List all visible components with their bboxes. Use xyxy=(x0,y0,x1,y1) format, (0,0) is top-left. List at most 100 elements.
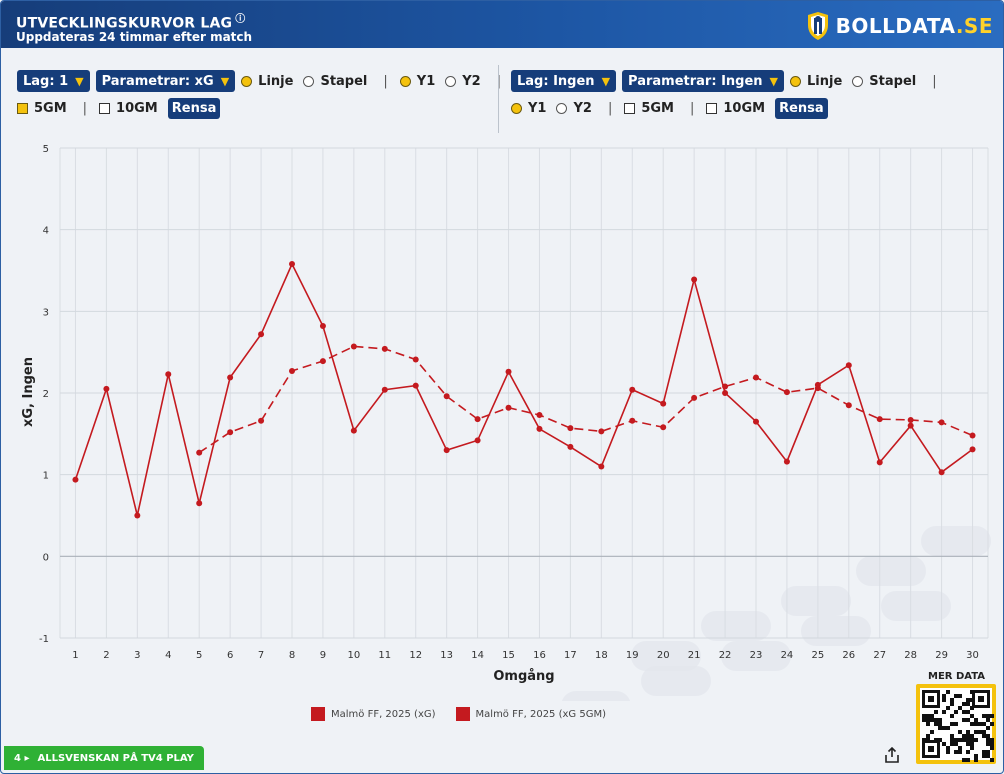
data-point xyxy=(196,449,203,456)
data-point xyxy=(319,358,326,365)
qr-module xyxy=(922,738,926,742)
data-point xyxy=(938,469,945,476)
data-point xyxy=(567,425,574,432)
radio-icon xyxy=(790,75,802,87)
radio-icon xyxy=(241,75,253,87)
y-tick-label: 4 xyxy=(43,226,49,237)
share-icon[interactable] xyxy=(885,746,899,767)
left-clear-button[interactable]: Rensa xyxy=(167,98,221,119)
right-team-dropdown[interactable]: Lag: Ingen ▼ xyxy=(511,70,617,92)
tv4-play-banner[interactable]: 4 ▸ ALLSVENSKAN PÅ TV4 PLAY xyxy=(4,746,204,770)
qr-module xyxy=(966,758,970,762)
background-shape xyxy=(801,616,871,646)
info-icon[interactable]: ⓘ xyxy=(235,14,246,25)
qr-module xyxy=(970,706,974,710)
qr-module xyxy=(970,722,974,726)
chart-series xyxy=(72,260,976,519)
qr-module xyxy=(950,714,954,718)
qr-module xyxy=(966,710,970,714)
x-tick-label: 29 xyxy=(935,650,948,661)
right-line-radio[interactable]: Linje xyxy=(790,74,842,89)
radio-icon xyxy=(303,75,315,87)
data-point xyxy=(660,424,667,431)
left-line-radio[interactable]: Linje xyxy=(241,74,293,89)
chart-legend: Malmö FF, 2025 (xG) Malmö FF, 2025 (xG 5… xyxy=(311,707,626,721)
data-point xyxy=(350,343,357,350)
data-point xyxy=(536,425,543,432)
left-bar-radio[interactable]: Stapel xyxy=(303,74,367,89)
data-point xyxy=(691,276,698,283)
qr-module xyxy=(942,694,946,698)
qr-module xyxy=(990,738,994,742)
data-point xyxy=(753,418,759,425)
title-text: UTVECKLINGSKURVOR LAG xyxy=(16,15,233,32)
right-5gm-checkbox[interactable]: 5GM xyxy=(624,101,674,116)
right-param-dropdown[interactable]: Parametrar: Ingen ▼ xyxy=(622,70,785,92)
data-point xyxy=(845,362,852,369)
qr-module xyxy=(946,750,950,754)
qr-module xyxy=(954,694,958,698)
qr-module xyxy=(982,754,986,758)
qr-module xyxy=(978,730,982,734)
x-tick-label: 6 xyxy=(227,650,233,661)
qr-module xyxy=(982,722,986,726)
page-subtitle: Uppdateras 24 timmar efter match xyxy=(16,30,253,44)
data-point xyxy=(196,500,203,507)
qr-module xyxy=(982,714,986,718)
background-shape xyxy=(856,556,926,586)
x-tick-labels: 1 2 3 4 5 6 7 8 9 10 11 12 13 14 15 16 17 18 19 20 21 22 23 24 2… xyxy=(72,650,979,661)
y-axis-label: xG, Ingen xyxy=(21,357,36,427)
separator: | xyxy=(689,101,695,116)
y-tick-label: 2 xyxy=(43,389,49,400)
left-team-dropdown[interactable]: Lag: 1 ▼ xyxy=(17,70,90,92)
data-point xyxy=(536,412,543,419)
x-tick-label: 16 xyxy=(533,650,546,661)
right-10gm-checkbox[interactable]: 10GM xyxy=(706,101,765,116)
right-y1-radio[interactable]: Y1 xyxy=(511,101,546,116)
left-10gm-checkbox[interactable]: 10GM xyxy=(99,101,158,116)
separator: | xyxy=(383,73,388,89)
x-tick-label: 5 xyxy=(196,650,202,661)
checkbox-icon xyxy=(17,103,28,114)
legend-item-xg[interactable]: Malmö FF, 2025 (xG) xyxy=(311,707,436,721)
radio-icon xyxy=(852,75,864,87)
background-pattern xyxy=(561,526,991,701)
data-point xyxy=(753,374,759,381)
bolldata-logo[interactable]: BOLLDATA.SE xyxy=(806,12,993,40)
x-tick-label: 17 xyxy=(564,650,577,661)
logo-text: BOLLDATA.SE xyxy=(835,14,993,38)
legend-item-xg-5gm[interactable]: Malmö FF, 2025 (xG 5GM) xyxy=(455,707,606,721)
qr-code[interactable] xyxy=(916,684,996,764)
left-5gm-checkbox[interactable]: 5GM xyxy=(17,101,67,116)
qr-module xyxy=(946,746,950,750)
data-point xyxy=(289,367,295,374)
left-param-dropdown[interactable]: Parametrar: xG ▼ xyxy=(95,70,236,92)
qr-module xyxy=(962,710,966,714)
right-bar-radio[interactable]: Stapel xyxy=(852,74,916,89)
data-point xyxy=(783,389,790,396)
qr-module xyxy=(970,738,974,742)
right-clear-button[interactable]: Rensa xyxy=(775,98,828,119)
x-tick-label: 18 xyxy=(595,650,608,661)
right-y2-radio[interactable]: Y2 xyxy=(556,101,592,116)
qr-module xyxy=(930,714,934,718)
qr-module xyxy=(986,714,990,718)
left-y1-radio[interactable]: Y1 xyxy=(399,74,435,89)
data-point xyxy=(722,390,729,396)
qr-module xyxy=(974,718,978,722)
qr-module xyxy=(950,702,954,706)
left-y2-radio[interactable]: Y2 xyxy=(445,74,481,89)
qr-module xyxy=(962,758,966,762)
data-point xyxy=(258,417,265,424)
background-shape xyxy=(641,666,711,696)
qr-module xyxy=(990,722,994,726)
x-tick-label: 25 xyxy=(811,650,824,661)
qr-module xyxy=(934,710,938,714)
x-tick-label: 14 xyxy=(471,650,484,661)
checkbox-icon xyxy=(706,103,718,114)
data-point xyxy=(567,443,574,450)
checkbox-icon xyxy=(624,103,636,114)
y-tick-label: 5 xyxy=(43,144,49,155)
background-shape xyxy=(701,611,771,641)
